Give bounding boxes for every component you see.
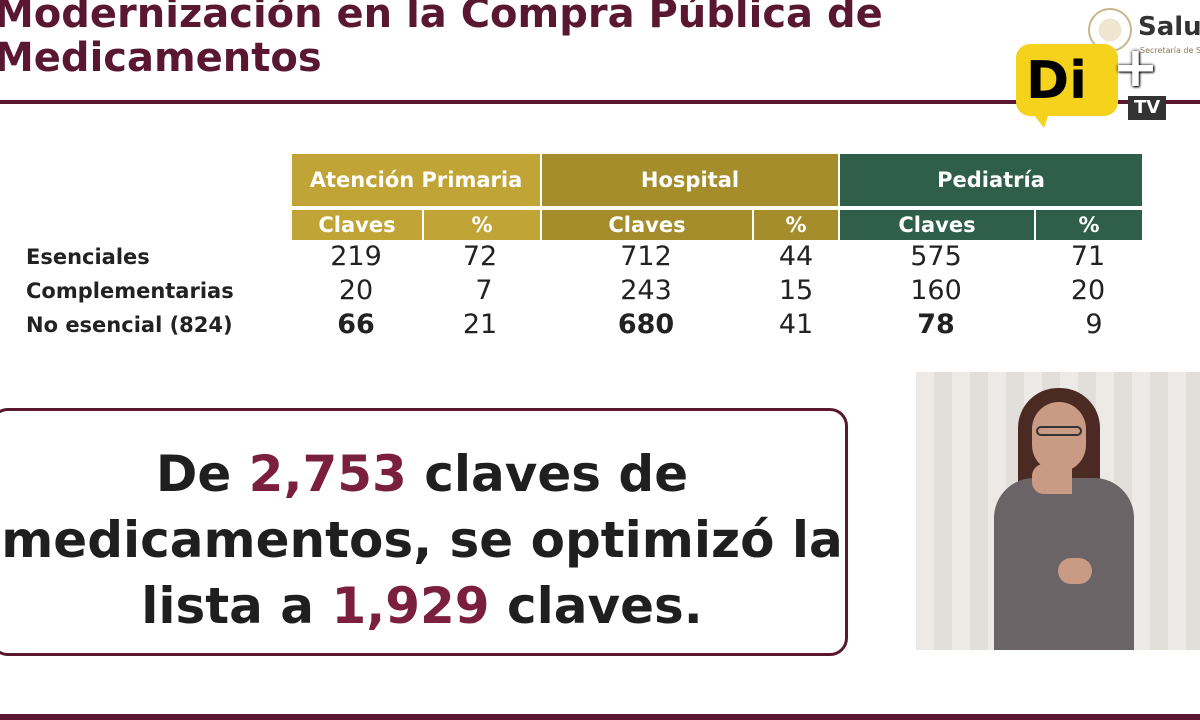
speech-bubble-tail-icon [1030, 110, 1050, 128]
subheader-percent: % [1036, 210, 1142, 240]
bottom-divider [0, 714, 1200, 720]
table-cell: 44 [778, 241, 814, 272]
summary-text-part: claves. [489, 577, 703, 635]
glasses-icon [1036, 426, 1082, 436]
table-cell: 71 [1070, 241, 1106, 272]
row-label-no-esencial: No esencial (824) [26, 313, 233, 337]
optimized-keys-count: 1,929 [331, 577, 490, 635]
salud-logo-text: Salu [1138, 12, 1200, 42]
table-cell: 78 [917, 309, 955, 340]
table-cell: 219 [330, 241, 382, 272]
table-cell: 20 [1070, 275, 1106, 306]
channel-logo: Di + TV [1016, 40, 1180, 132]
subheader-claves: Claves [292, 210, 422, 240]
subheader-claves: Claves [840, 210, 1034, 240]
group-header-hospital: Hospital [542, 154, 838, 206]
table-cell: 160 [910, 275, 962, 306]
original-keys-count: 2,753 [248, 445, 407, 503]
table-cell: 21 [462, 309, 498, 340]
title-divider [0, 100, 1200, 104]
group-header-atencion-primaria: Atención Primaria [292, 154, 540, 206]
channel-logo-tv: TV [1128, 96, 1167, 120]
table-cell: 712 [620, 241, 672, 272]
summary-text-part: claves de medicamentos, se optimizó la l… [1, 445, 843, 635]
subheader-claves: Claves [542, 210, 752, 240]
table-cell: 575 [910, 241, 962, 272]
subheader-percent: % [424, 210, 540, 240]
slide-title: Modernización en la Compra Pública de Me… [0, 0, 883, 81]
channel-logo-plus: + [1112, 35, 1159, 100]
table-cell: 20 [338, 275, 374, 306]
summary-callout: De 2,753 claves de medicamentos, se opti… [0, 408, 848, 656]
table-cell: 7 [475, 275, 493, 306]
table-cell: 15 [778, 275, 814, 306]
table-cell: 243 [620, 275, 672, 306]
hand-icon [1032, 464, 1056, 494]
channel-logo-badge: Di [1016, 44, 1118, 116]
medication-keys-table: Atención Primaria Hospital Pediatría Cla… [26, 154, 1142, 340]
summary-text-part: De [155, 445, 249, 503]
group-header-pediatria: Pediatría [840, 154, 1142, 206]
interpreter-face [1032, 402, 1086, 472]
table-cell: 72 [462, 241, 498, 272]
table-cell: 9 [1085, 309, 1103, 340]
salud-logo-subtext: Secretaría de Salud [1140, 46, 1200, 55]
table-cell: 680 [617, 309, 675, 340]
summary-text: De 2,753 claves de medicamentos, se opti… [0, 441, 851, 639]
hand-icon [1058, 558, 1092, 584]
row-label-esenciales: Esenciales [26, 245, 150, 269]
row-label-complementarias: Complementarias [26, 279, 234, 303]
channel-logo-main: Di [1026, 51, 1087, 111]
sign-language-interpreter-video [916, 372, 1200, 650]
subheader-percent: % [754, 210, 838, 240]
table-cell: 41 [778, 309, 814, 340]
table-cell: 66 [337, 309, 375, 340]
